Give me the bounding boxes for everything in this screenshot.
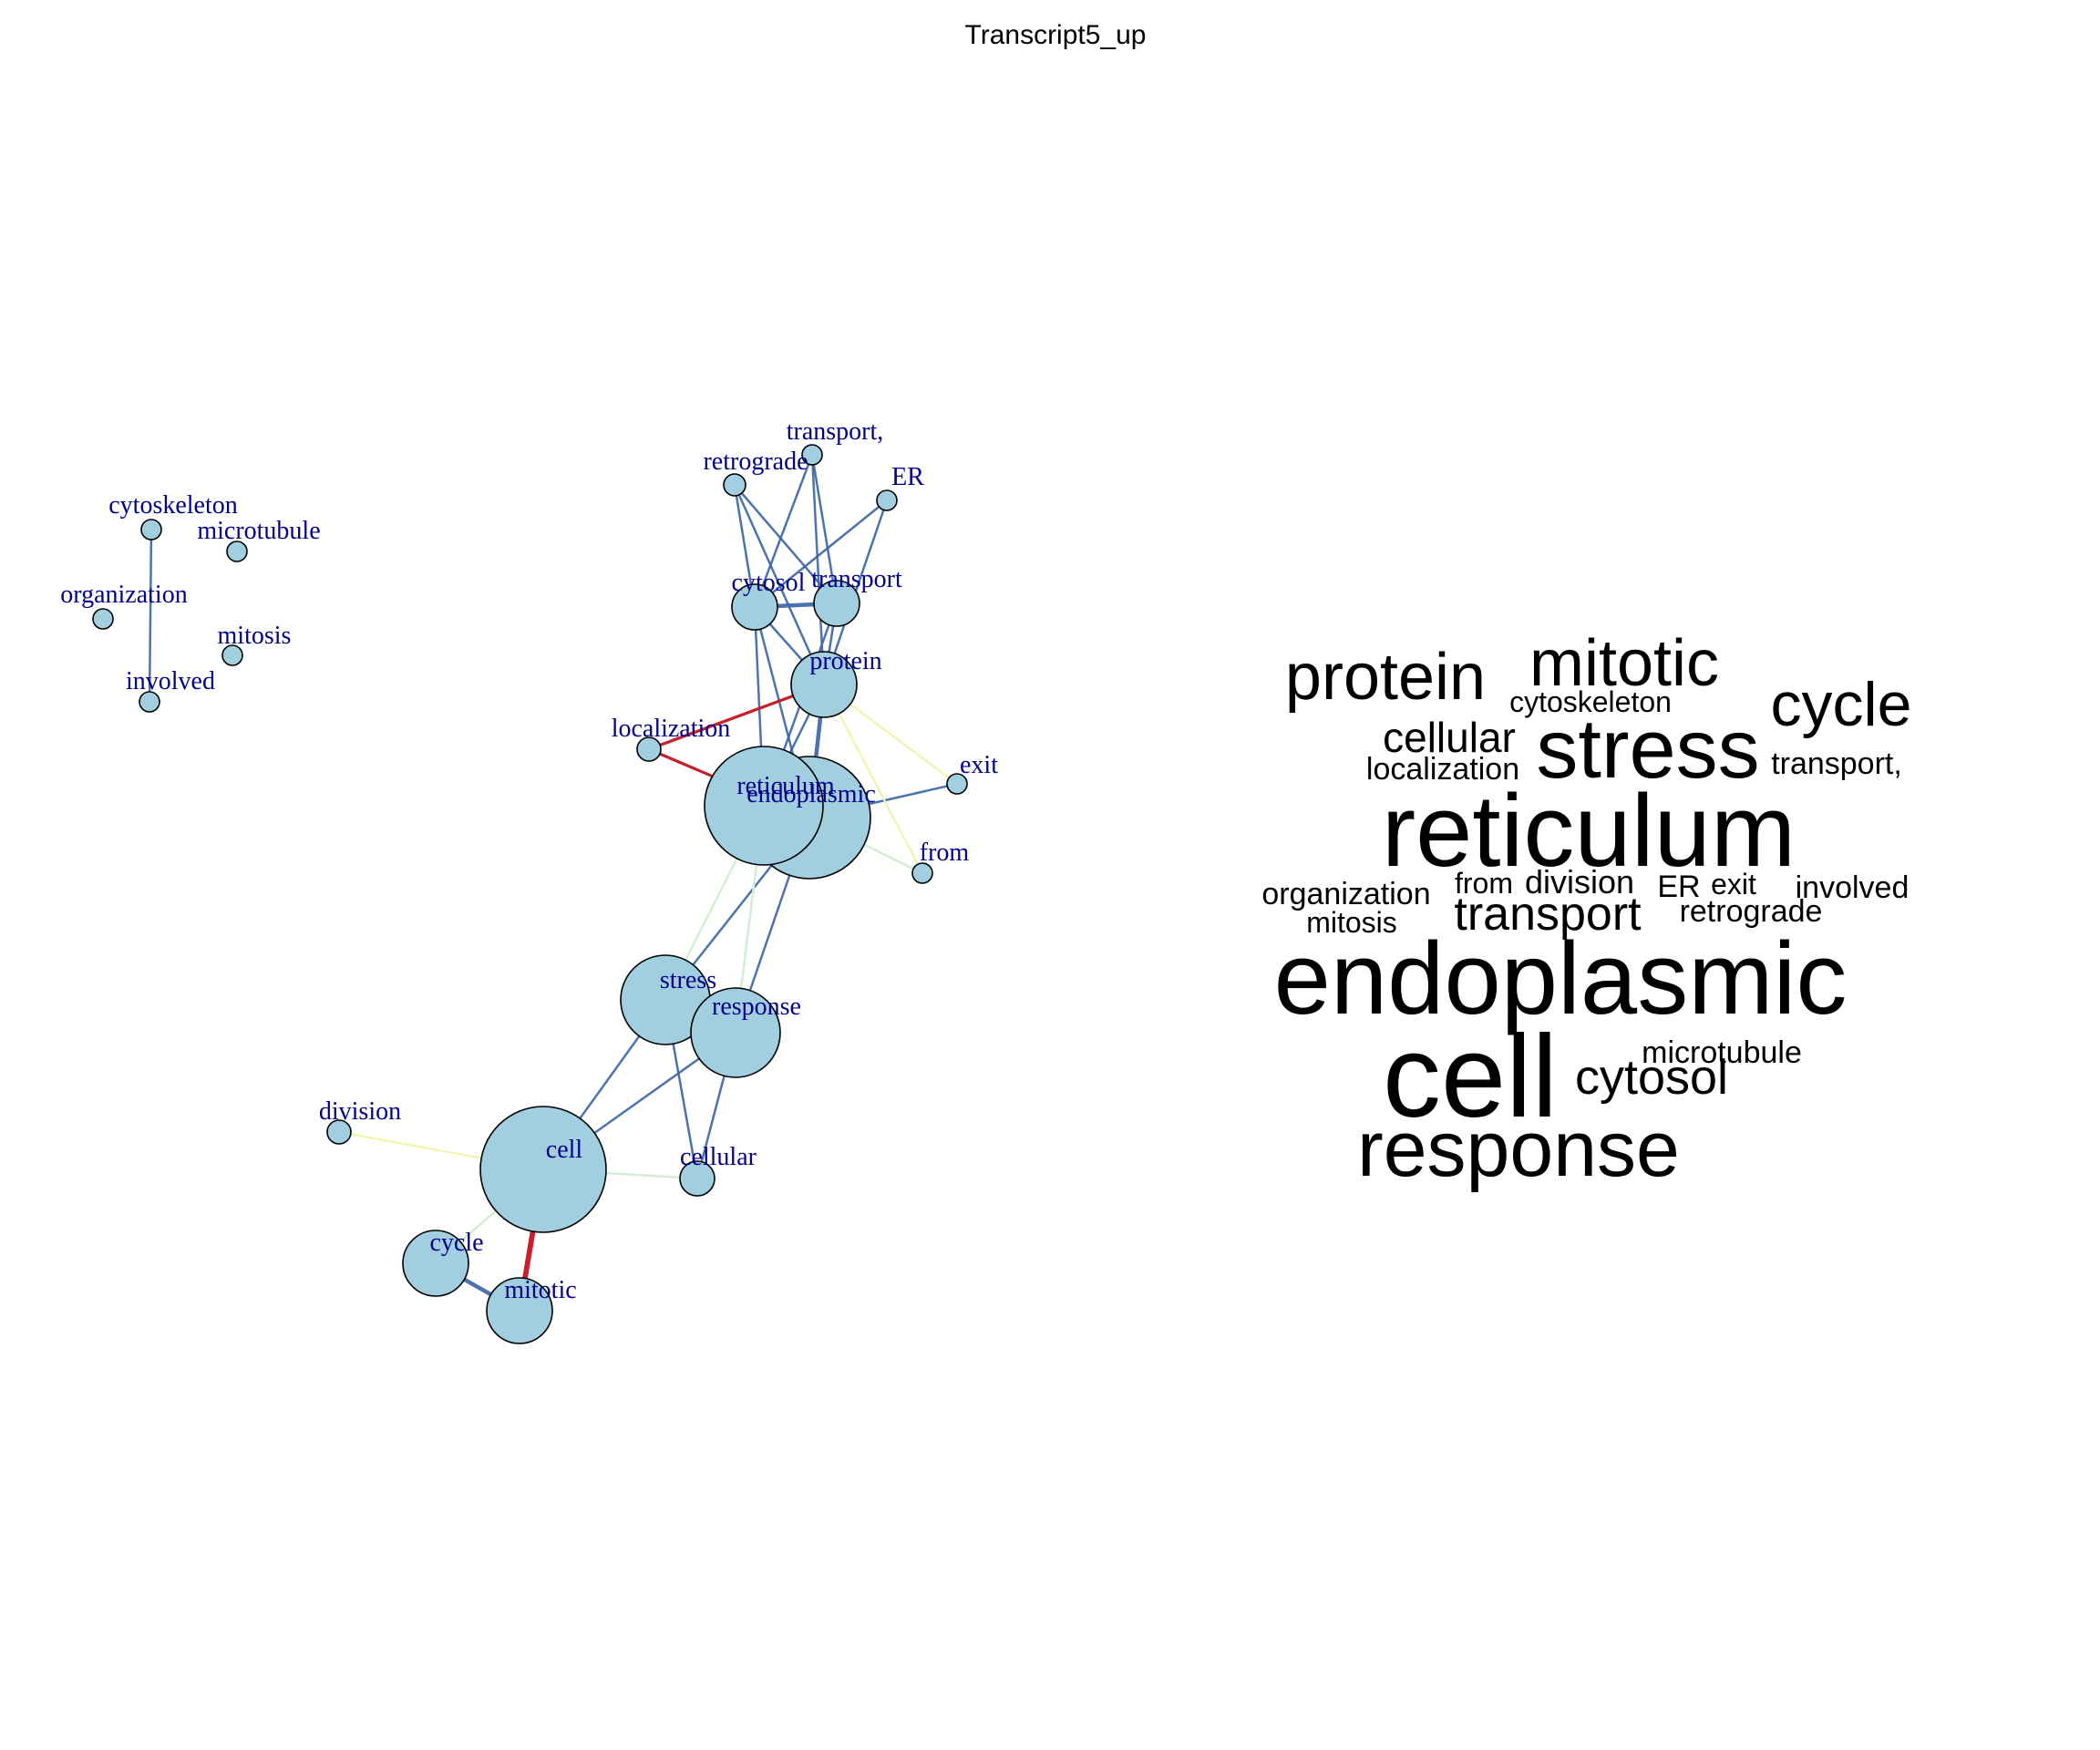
node-organization xyxy=(92,608,114,630)
node-label-cycle: cycle xyxy=(429,1229,483,1257)
node-transport xyxy=(813,580,860,627)
node-label-exit: exit xyxy=(960,751,998,779)
cloud-word-microtubule: microtubule xyxy=(1642,1035,1802,1070)
node-division xyxy=(326,1119,352,1145)
cloud-word-cell: cell xyxy=(1383,1012,1558,1142)
node-label-endoplasmic: endoplasmic xyxy=(746,780,876,808)
cloud-word-mitotic: mitotic xyxy=(1529,627,1719,700)
cloud-word-organization: organization xyxy=(1261,877,1430,911)
node-label-mitotic: mitotic xyxy=(504,1276,576,1304)
node-label-division: division xyxy=(319,1097,401,1126)
node-retrograde xyxy=(723,473,746,497)
cloud-word-cellular: cellular xyxy=(1383,714,1516,761)
node-cycle xyxy=(402,1230,469,1297)
cloud-word-endoplasmic: endoplasmic xyxy=(1274,921,1848,1035)
cloud-word-cytosol: cytosol xyxy=(1575,1050,1728,1105)
cloud-word-transport: transport xyxy=(1454,888,1642,941)
node-microtubule xyxy=(226,540,248,562)
node-label-protein: protein xyxy=(809,647,881,675)
cloud-word-division: division xyxy=(1525,863,1634,901)
node-label-localization: localization xyxy=(612,715,731,743)
cloud-word-reticulum: reticulum xyxy=(1382,774,1796,888)
cloud-word-stress: stress xyxy=(1536,703,1759,796)
cloud-word-mitosis: mitosis xyxy=(1306,906,1397,939)
cloud-word-transport: transport, xyxy=(1771,746,1902,781)
node-mitotic xyxy=(486,1277,553,1344)
node-label-response: response xyxy=(712,993,801,1021)
cloud-word-retrograde: retrograde xyxy=(1680,894,1823,929)
nodes-layer xyxy=(92,444,968,1344)
cloud-word-cytoskeleton: cytoskeleton xyxy=(1509,685,1672,718)
node-transport_comma xyxy=(801,444,823,466)
node-response xyxy=(690,987,781,1078)
node-label-cellular: cellular xyxy=(680,1143,757,1171)
node-reticulum xyxy=(704,746,824,866)
node-involved xyxy=(139,691,160,713)
node-cytosol xyxy=(731,583,778,631)
node-label-transport: transport xyxy=(811,565,902,593)
node-label-stress: stress xyxy=(660,966,716,994)
edge-transport_comma-transport xyxy=(810,454,839,604)
cloud-word-ER: ER xyxy=(1657,870,1700,904)
node-label-retrograde: retrograde xyxy=(703,448,808,476)
node-label-microtubule: microtubule xyxy=(197,517,320,545)
node-label-organization: organization xyxy=(60,581,187,609)
cloud-word-localization: localization xyxy=(1366,752,1519,787)
edge-er-cytosol xyxy=(754,499,888,608)
node-protein xyxy=(790,651,858,718)
node-cellular xyxy=(679,1160,715,1197)
edge-retrograde-protein xyxy=(733,484,826,685)
edge-transport_comma-cytosol xyxy=(753,454,814,608)
node-label-from: from xyxy=(920,839,970,867)
node-label-er: ER xyxy=(891,463,924,491)
node-localization xyxy=(636,736,662,762)
cloud-word-involved: involved xyxy=(1796,870,1910,905)
figure-title: Transcript5_up xyxy=(965,20,1147,50)
cloud-word-response: response xyxy=(1357,1106,1680,1193)
cloud-word-protein: protein xyxy=(1285,641,1486,714)
node-er xyxy=(876,489,898,511)
node-mitosis xyxy=(221,644,243,666)
node-label-transport_comma: transport, xyxy=(787,417,884,446)
node-label-reticulum: reticulum xyxy=(736,772,835,800)
node-cell xyxy=(479,1106,607,1233)
edge-cytoskeleton-involved xyxy=(148,529,153,703)
node-label-cell: cell xyxy=(546,1136,583,1164)
cloud-word-from: from xyxy=(1455,867,1513,900)
node-label-involved: involved xyxy=(126,667,215,695)
edge-from-protein xyxy=(823,684,923,874)
cloud-word-exit: exit xyxy=(1711,868,1756,901)
cloud-word-cycle: cycle xyxy=(1771,670,1912,739)
node-label-cytosol: cytosol xyxy=(732,569,806,597)
node-label-cytoskeleton: cytoskeleton xyxy=(108,491,238,520)
node-from xyxy=(911,862,933,884)
node-exit xyxy=(946,773,968,795)
node-cytoskeleton xyxy=(140,519,162,540)
node-label-mitosis: mitosis xyxy=(218,622,292,650)
